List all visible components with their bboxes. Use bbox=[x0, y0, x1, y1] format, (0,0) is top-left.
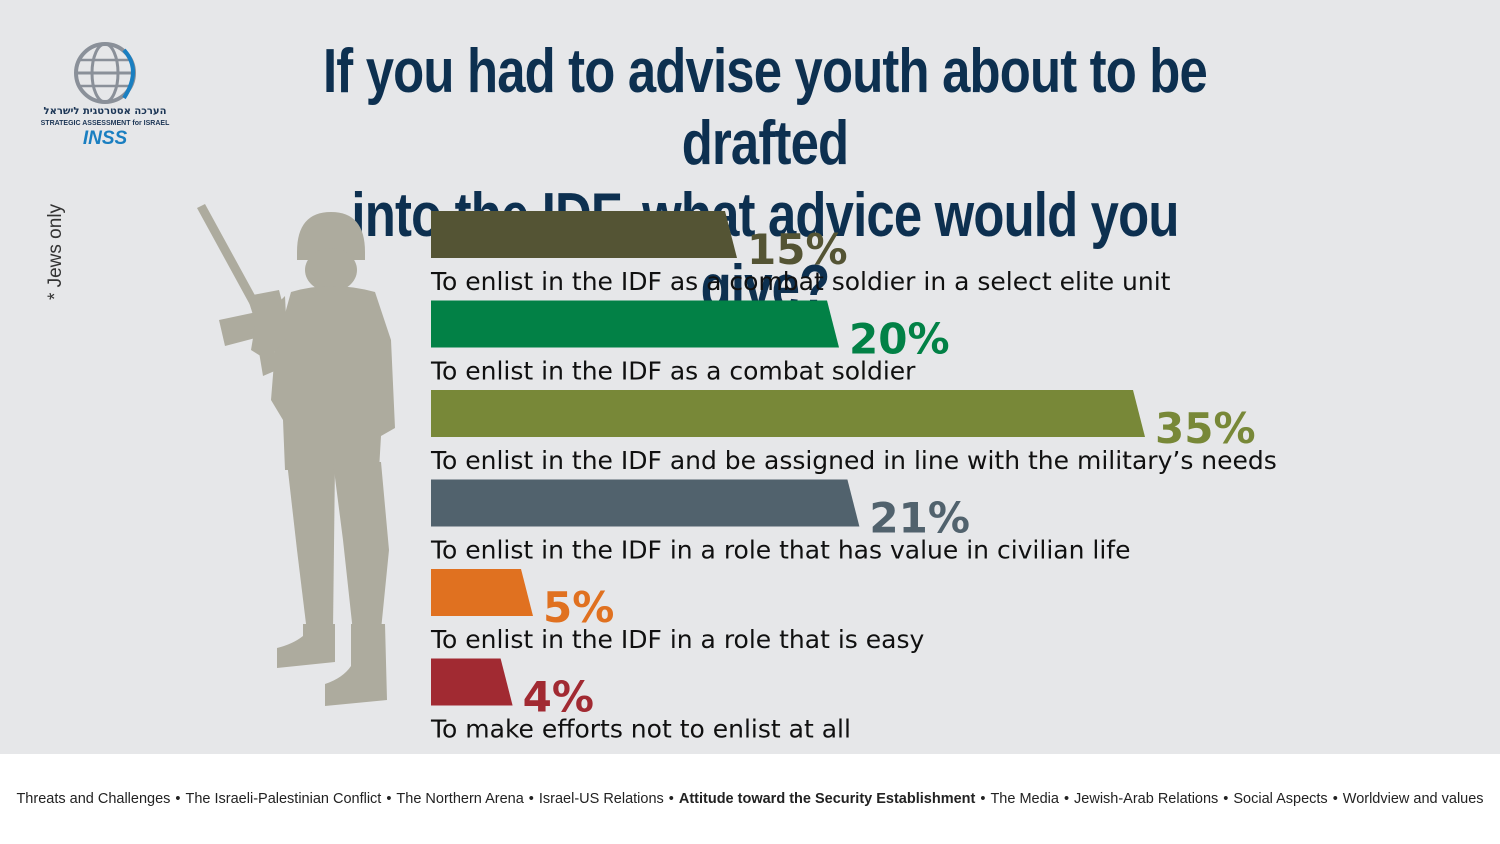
footer-topic-8[interactable]: Social Aspects bbox=[1233, 791, 1328, 807]
value-label-1: 15% bbox=[747, 225, 848, 274]
logo-hebrew-text: הערכה אסטרטגית לישראל bbox=[43, 106, 167, 117]
category-label-6: To make efforts not to enlist at all bbox=[430, 715, 851, 744]
bar-6 bbox=[431, 658, 513, 706]
logo-english-text: STRATEGIC ASSESSMENT for ISRAEL bbox=[40, 120, 170, 127]
bar-2 bbox=[431, 300, 839, 348]
title-line-1: If you had to advise youth about to be d… bbox=[323, 37, 1208, 178]
value-label-2: 20% bbox=[849, 315, 950, 364]
category-label-5: To enlist in the IDF in a role that is e… bbox=[430, 625, 924, 654]
footer-separator: • bbox=[1223, 791, 1229, 807]
footer-topic-9[interactable]: Worldview and values bbox=[1342, 791, 1484, 807]
bar-3 bbox=[431, 390, 1145, 437]
bar-4 bbox=[431, 479, 860, 527]
bar-5 bbox=[431, 569, 533, 616]
footer-separator: • bbox=[528, 791, 534, 807]
bar-chart: 15%To enlist in the IDF as a combat sold… bbox=[430, 211, 1277, 744]
value-label-5: 5% bbox=[543, 583, 614, 632]
footer-topic-bar: Threats and Challenges • The Israeli-Pales… bbox=[0, 754, 1500, 844]
inss-logo: הערכה אסטרטגית לישראל STRATEGIC ASSESSME… bbox=[40, 40, 170, 160]
category-label-4: To enlist in the IDF in a role that has … bbox=[430, 536, 1130, 565]
soldier-silhouette-icon bbox=[197, 204, 395, 706]
footer-separator: • bbox=[980, 791, 986, 807]
category-label-2: To enlist in the IDF as a combat soldier bbox=[430, 357, 916, 386]
logo-brand-text: INSS bbox=[82, 128, 128, 149]
category-label-1: To enlist in the IDF as a combat soldier… bbox=[430, 267, 1171, 296]
footer-topic-7[interactable]: Jewish-Arab Relations bbox=[1074, 791, 1219, 807]
bar-1 bbox=[431, 211, 737, 258]
footer-separator: • bbox=[175, 791, 181, 807]
category-label-3: To enlist in the IDF and be assigned in … bbox=[430, 446, 1277, 475]
footer-separator: • bbox=[1063, 791, 1070, 807]
footer-topic-3[interactable]: The Northern Arena bbox=[396, 791, 524, 807]
value-label-4: 21% bbox=[869, 494, 970, 543]
footer-topic-5[interactable]: Attitude toward the Security Establishme… bbox=[678, 791, 976, 807]
footer-topic-1[interactable]: Threats and Challenges bbox=[16, 791, 171, 807]
footer-topic-2[interactable]: The Israeli-Palestinian Conflict bbox=[185, 791, 382, 807]
footer-separator: • bbox=[1332, 791, 1338, 807]
globe-icon bbox=[74, 42, 136, 104]
footer-separator: • bbox=[386, 791, 392, 807]
value-label-3: 35% bbox=[1155, 404, 1256, 453]
value-label-6: 4% bbox=[523, 673, 594, 722]
main-panel: הערכה אסטרטגית לישראל STRATEGIC ASSESSME… bbox=[40, 36, 1277, 744]
footer-topic-6[interactable]: The Media bbox=[990, 791, 1059, 807]
footer-separator: • bbox=[668, 791, 674, 807]
footer-topic-4[interactable]: Israel-US Relations bbox=[538, 791, 664, 807]
page-title: If you had to advise youth about to be d… bbox=[294, 36, 1237, 324]
